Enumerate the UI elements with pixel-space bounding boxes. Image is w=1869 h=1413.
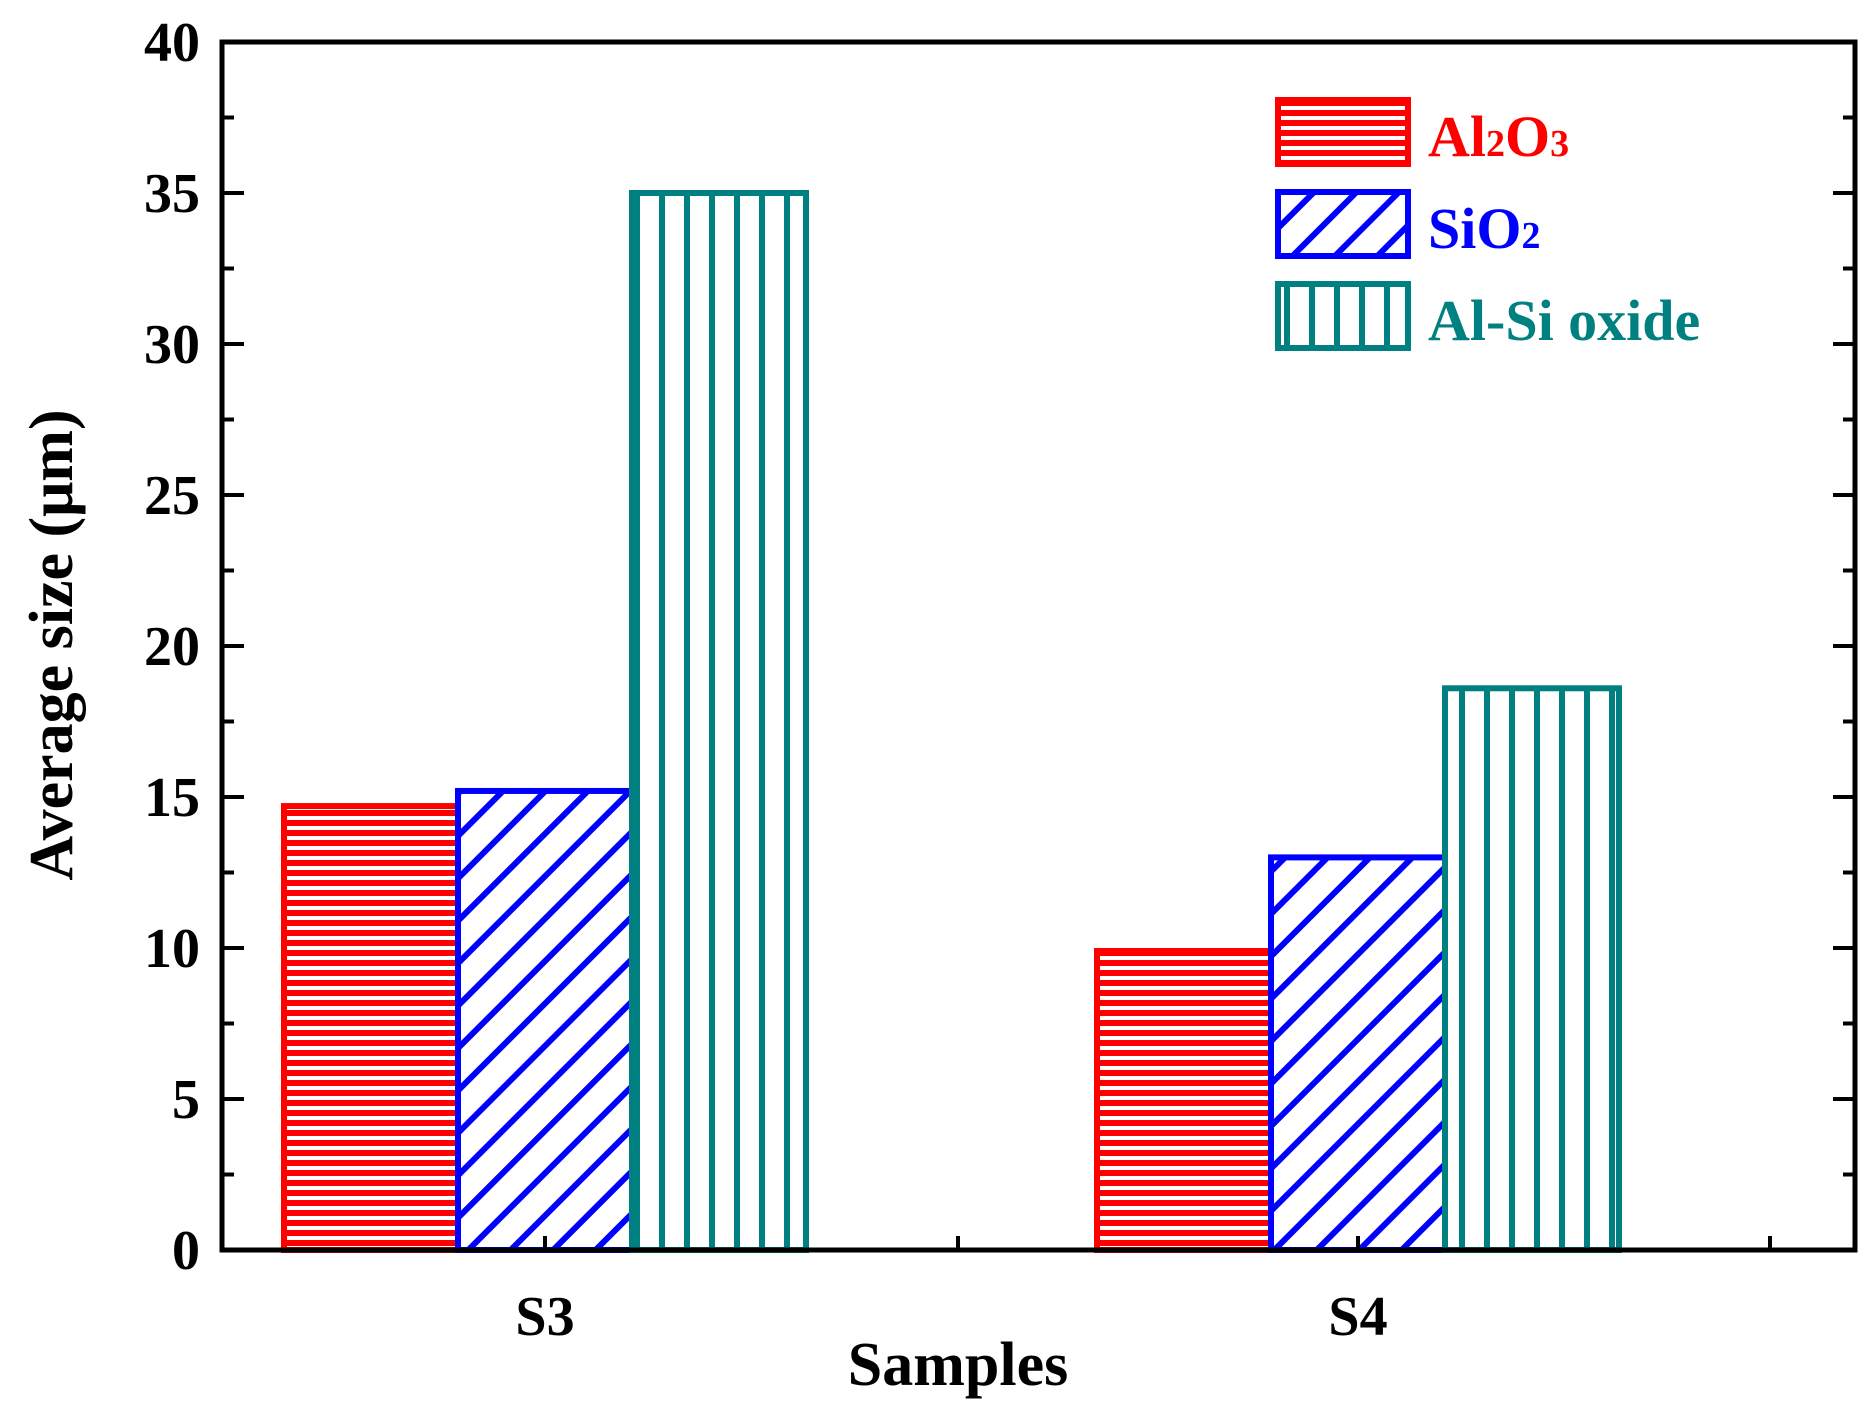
y-tick-label: 40 bbox=[144, 12, 200, 74]
y-tick-label: 15 bbox=[144, 767, 200, 829]
legend-swatch bbox=[1275, 97, 1411, 167]
x-tick-label: S4 bbox=[1328, 1286, 1387, 1348]
x-axis-title: Samples bbox=[848, 1331, 1068, 1399]
y-tick-label: 5 bbox=[172, 1069, 200, 1131]
y-tick-label: 10 bbox=[144, 918, 200, 980]
bar-horizontal-S3 bbox=[281, 803, 461, 1253]
legend: Al2O3 SiO2 Al-Si oxide bbox=[1275, 97, 1700, 353]
bar-vertical-S3 bbox=[629, 190, 809, 1253]
bar-diagonal-S4 bbox=[1268, 854, 1448, 1254]
y-tick-label: 0 bbox=[172, 1220, 200, 1282]
bar-diagonal-S3 bbox=[455, 787, 635, 1254]
y-tick-label: 25 bbox=[144, 465, 200, 527]
y-tick-label: 20 bbox=[144, 616, 200, 678]
legend-label: Al2O3 bbox=[1428, 104, 1569, 169]
bar-horizontal-S4 bbox=[1094, 948, 1274, 1254]
y-tick-label: 30 bbox=[144, 314, 200, 376]
legend-swatch bbox=[1275, 281, 1411, 351]
y-axis-title: Average size (μm) bbox=[18, 409, 86, 880]
x-tick-label: S3 bbox=[515, 1286, 574, 1348]
bar-vertical-S4 bbox=[1442, 685, 1622, 1253]
plot-frame bbox=[219, 39, 1858, 1253]
legend-swatch bbox=[1275, 189, 1411, 259]
y-tick-label: 35 bbox=[144, 163, 200, 225]
legend-label: Al-Si oxide bbox=[1428, 288, 1700, 353]
legend-label: SiO2 bbox=[1428, 196, 1541, 261]
